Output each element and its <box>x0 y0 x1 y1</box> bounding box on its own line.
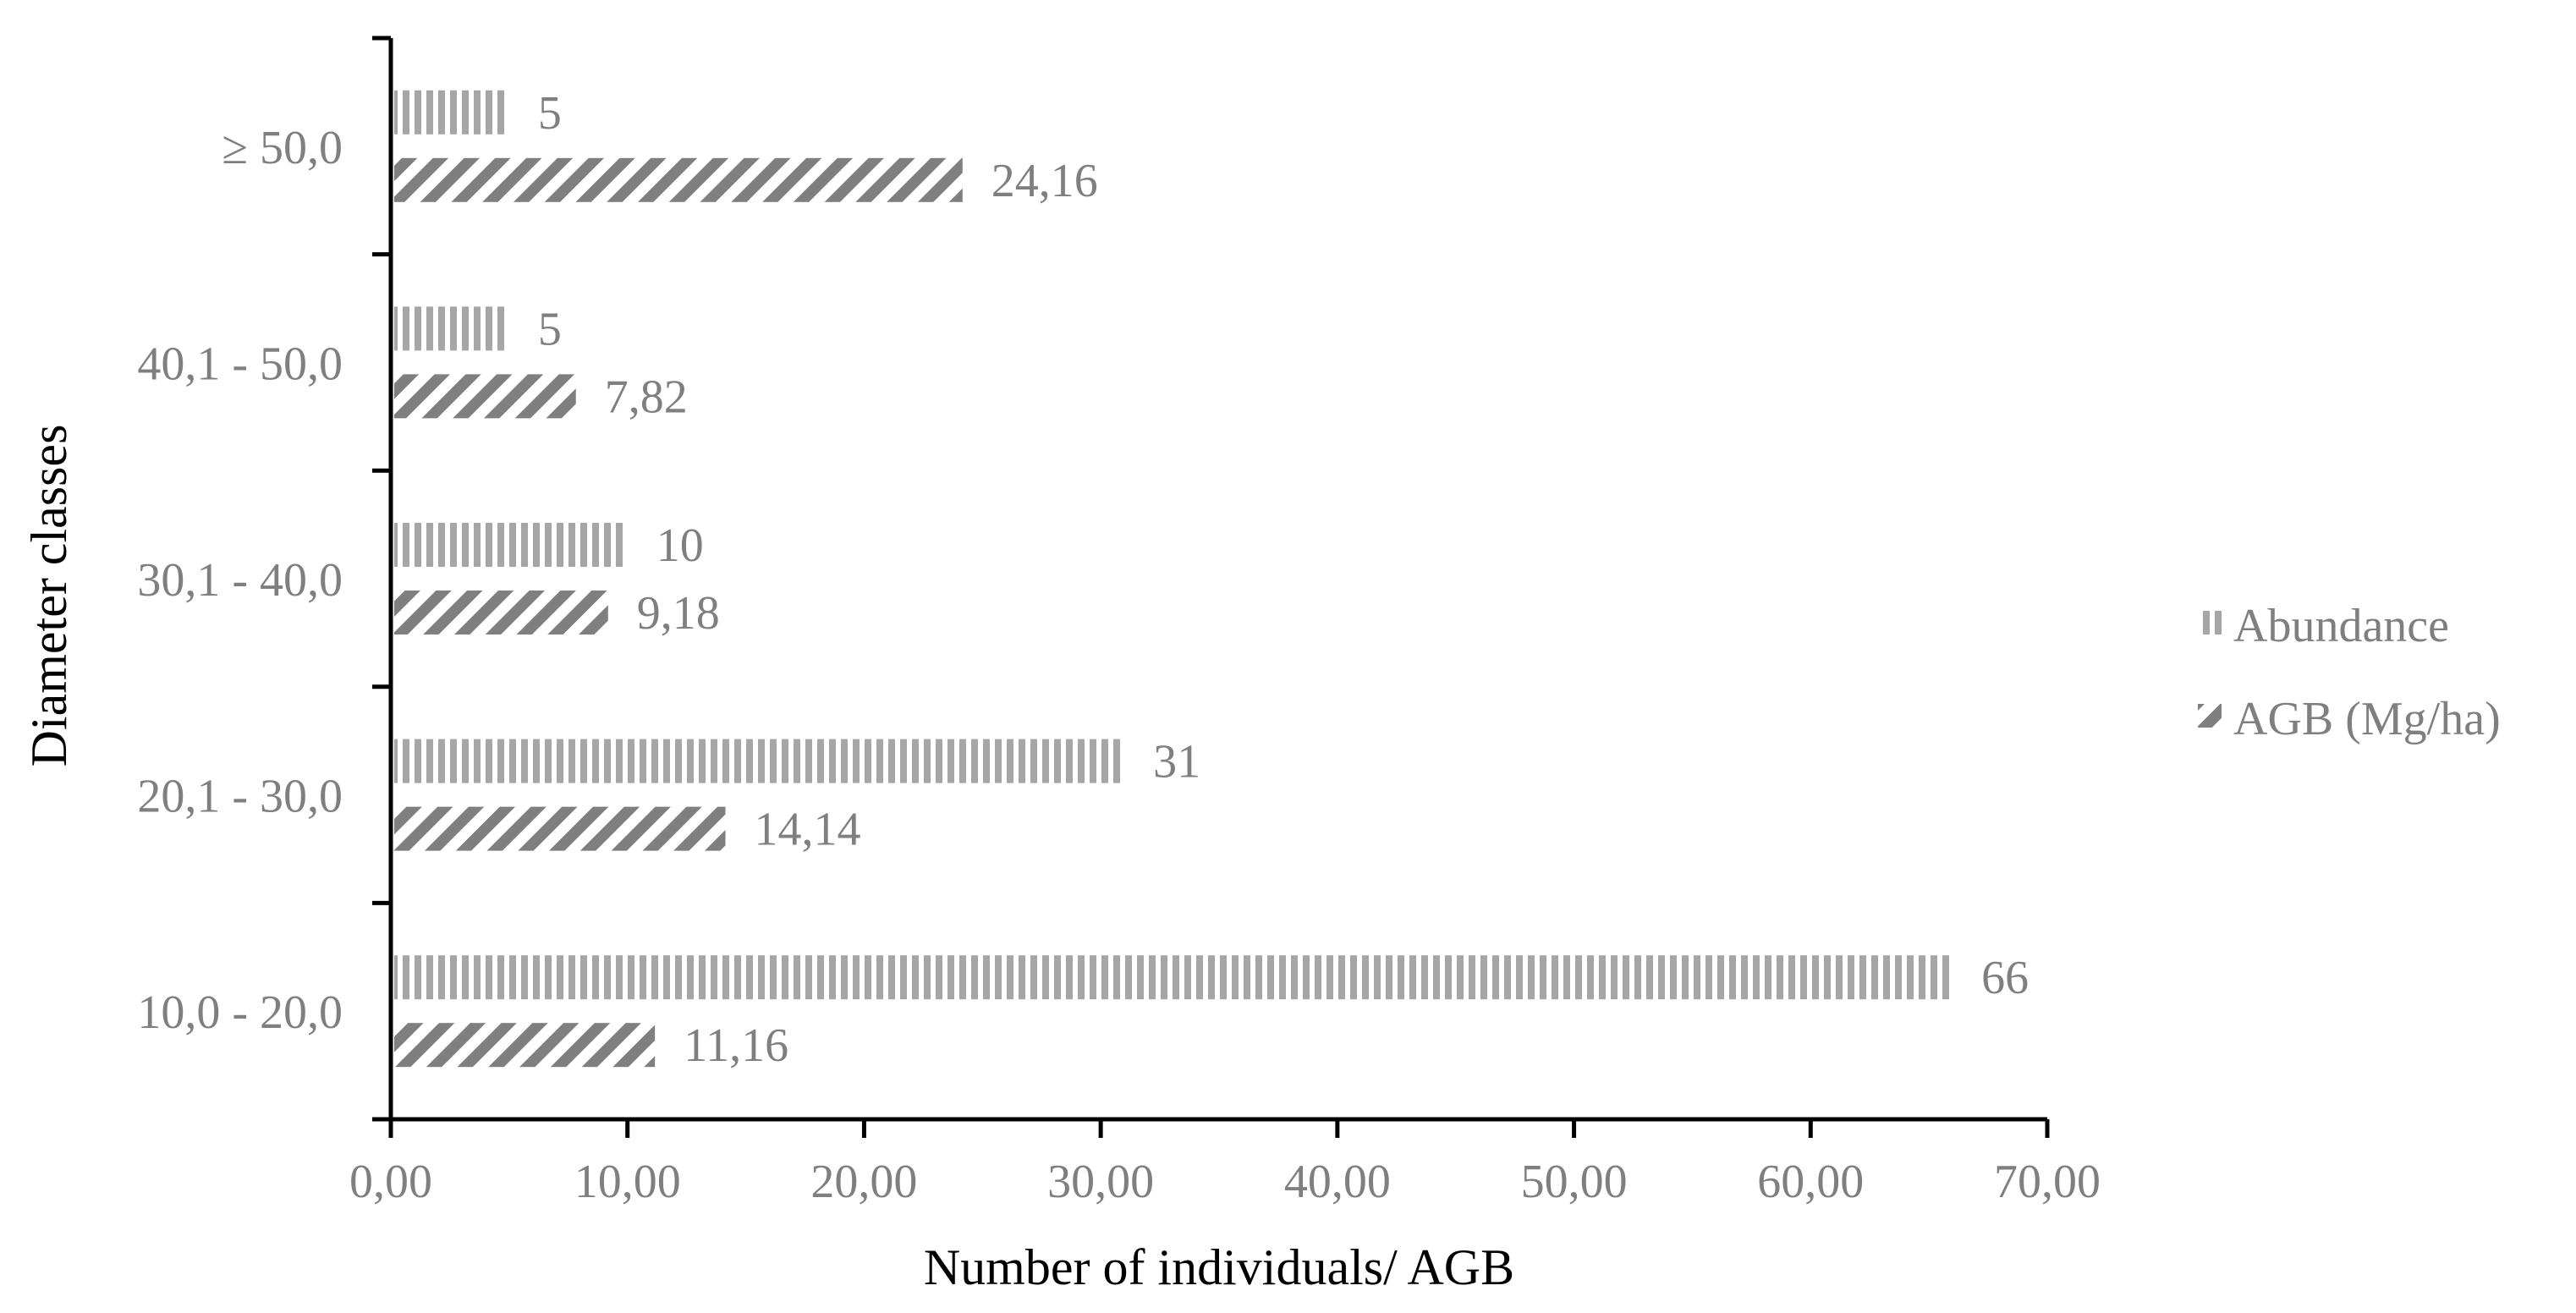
bars-layer <box>394 90 1953 1068</box>
axes-layer: 10,0 - 20,0 20,1 - 30,0 30,1 - 40,0 40,1 - … <box>137 36 2101 1208</box>
bar-agb-2 <box>394 591 608 635</box>
bar-abundance-3 <box>394 306 509 351</box>
data-label-agb-2: 9,18 <box>637 587 720 640</box>
bar-agb-3 <box>394 374 576 419</box>
x-tick-label-0: 0,00 <box>349 1156 432 1208</box>
data-label-agb-4: 24,16 <box>991 155 1098 207</box>
x-tick-label-5: 50,00 <box>1521 1156 1628 1208</box>
category-label-3: 40,1 - 50,0 <box>137 338 343 390</box>
legend-label-abundance: Abundance <box>2233 600 2449 652</box>
category-label-4: ≥ 50,0 <box>222 122 343 174</box>
legend-label-agb: AGB (Mg/ha) <box>2233 693 2501 745</box>
x-tick-label-7: 70,00 <box>1994 1156 2101 1208</box>
bar-agb-0 <box>394 1023 656 1068</box>
bar-abundance-1 <box>394 739 1125 783</box>
y-axis-title: Diameter classes <box>21 425 77 767</box>
data-label-agb-3: 7,82 <box>605 371 688 423</box>
data-label-abundance-0: 66 <box>1981 952 2029 1004</box>
bar-agb-4 <box>394 157 963 202</box>
legend-swatch-agb <box>2198 704 2222 728</box>
data-label-abundance-3: 5 <box>538 303 562 355</box>
data-labels-layer: 66 11,16 31 14,14 10 9,18 5 7,82 5 24,16 <box>538 87 2029 1072</box>
category-label-2: 30,1 - 40,0 <box>137 554 343 607</box>
bar-abundance-4 <box>394 90 509 135</box>
bar-abundance-2 <box>394 523 628 567</box>
bar-abundance-0 <box>394 955 1953 1000</box>
x-tick-label-3: 30,00 <box>1047 1156 1154 1208</box>
data-label-agb-1: 14,14 <box>755 804 861 856</box>
category-label-1: 20,1 - 30,0 <box>137 771 343 823</box>
data-label-abundance-2: 10 <box>656 519 704 572</box>
legend: Abundance AGB (Mg/ha) <box>2198 600 2501 745</box>
data-label-abundance-1: 31 <box>1153 736 1200 788</box>
data-label-agb-0: 11,16 <box>684 1019 788 1072</box>
legend-swatch-abundance <box>2198 611 2222 635</box>
x-tick-label-6: 60,00 <box>1757 1156 1864 1208</box>
x-tick-label-4: 40,00 <box>1284 1156 1391 1208</box>
bar-agb-1 <box>394 806 726 851</box>
x-tick-label-1: 10,00 <box>574 1156 681 1208</box>
category-label-0: 10,0 - 20,0 <box>137 986 343 1039</box>
x-axis-title: Number of individuals/ AGB <box>924 1239 1514 1295</box>
x-tick-label-2: 20,00 <box>810 1156 917 1208</box>
data-label-abundance-4: 5 <box>538 87 562 140</box>
